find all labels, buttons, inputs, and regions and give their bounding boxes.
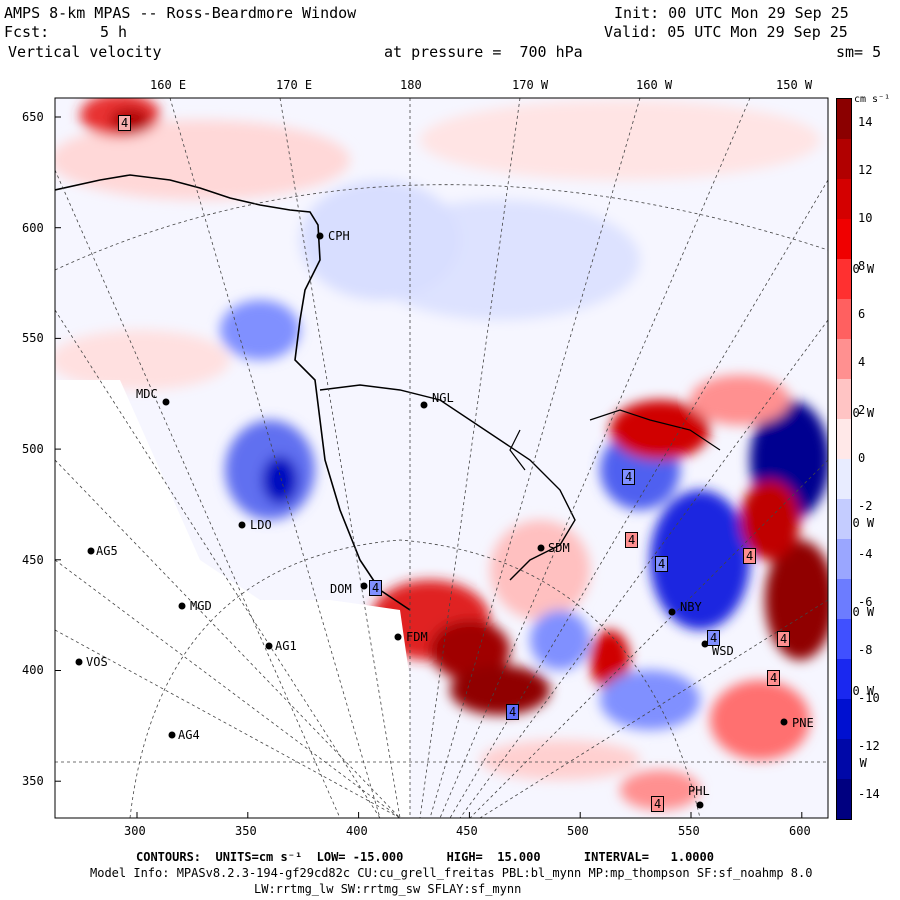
colorbar-ticks: 14 12 10 8 6 4 2 0 -2 -4 -6 -8 -10 -12 -14 <box>854 0 900 900</box>
colorbar-tick-label: 0 <box>858 451 866 465</box>
x-tick-label: 450 <box>456 824 478 838</box>
colorbar-swatch <box>837 659 851 699</box>
y-tick-label: 600 <box>22 221 44 235</box>
station-label: VOS <box>86 655 108 669</box>
lon-label-top: 160 W <box>636 78 673 92</box>
station-label: AG5 <box>96 544 118 558</box>
station-label: SDM <box>548 541 570 555</box>
colorbar-swatch <box>837 619 851 659</box>
smoothing-value: sm= 5 <box>836 43 882 61</box>
model-info: Model Info: MPASv8.2.3-194-gf29cd82c CU:… <box>90 866 813 880</box>
station-label: NBY <box>680 600 702 614</box>
field-name: Vertical velocity <box>8 43 162 61</box>
contour-label: 4 <box>707 630 721 646</box>
colorbar-swatch <box>837 779 851 819</box>
y-tick-label: 650 <box>22 110 44 124</box>
station-label: LDO <box>250 518 272 532</box>
station-label: AG4 <box>178 728 200 742</box>
y-tick-label: 450 <box>22 553 44 567</box>
contour-label: 4 <box>777 631 791 647</box>
colorbar-swatch <box>837 259 851 299</box>
velocity-field <box>55 98 828 818</box>
colorbar-tick-label: -10 <box>858 691 880 705</box>
x-tick-label: 500 <box>567 824 589 838</box>
station-label: DOM <box>330 582 352 596</box>
contour-label: 4 <box>743 548 757 564</box>
colorbar-tick-label: 8 <box>858 259 866 273</box>
contour-label: 4 <box>767 670 781 686</box>
map-title: AMPS 8-km MPAS -- Ross-Beardmore Window <box>4 4 357 22</box>
colorbar-swatch <box>837 179 851 219</box>
colorbar-swatch <box>837 459 851 499</box>
x-tick-label: 600 <box>789 824 811 838</box>
lon-label-top: 170 E <box>276 78 313 92</box>
valid-time: Valid: 05 UTC Mon 29 Sep 25 <box>604 23 848 41</box>
init-time: Init: 00 UTC Mon 29 Sep 25 <box>614 4 849 22</box>
colorbar-tick-label: 12 <box>858 163 873 177</box>
station-label: FDM <box>406 630 428 644</box>
colorbar-tick-label: -14 <box>858 787 880 801</box>
colorbar-tick-label: -4 <box>858 547 873 561</box>
contour-label: 4 <box>369 580 383 596</box>
contour-label: 4 <box>622 469 636 485</box>
station-label: NGL <box>432 391 454 405</box>
lon-label-top: 170 W <box>512 78 549 92</box>
colorbar-swatch <box>837 499 851 539</box>
station-label: AG1 <box>275 639 297 653</box>
station-label: MGD <box>190 599 212 613</box>
colorbar-tick-label: 2 <box>858 403 866 417</box>
forecast-label: Fcst: <box>4 23 50 41</box>
y-tick-label: 400 <box>22 663 44 677</box>
contour-label: 4 <box>655 556 669 572</box>
contour-label: 4 <box>651 796 665 812</box>
colorbar-swatch <box>837 699 851 739</box>
station-label: MDC <box>136 387 158 401</box>
colorbar-tick-label: 4 <box>858 355 866 369</box>
contours-info: CONTOURS: UNITS=cm s⁻¹ LOW= -15.000 HIGH… <box>136 850 714 864</box>
lon-label-top: 160 E <box>150 78 187 92</box>
colorbar-tick-label: -8 <box>858 643 873 657</box>
x-tick-label: 400 <box>346 824 368 838</box>
colorbar-swatch <box>837 419 851 459</box>
colorbar-swatch <box>837 539 851 579</box>
colorbar-tick-label: 14 <box>858 115 873 129</box>
colorbar-swatch <box>837 299 851 339</box>
colorbar-tick-label: -12 <box>858 739 880 753</box>
station-label: WSD <box>712 644 734 658</box>
y-tick-label: 350 <box>22 774 44 788</box>
station-label: CPH <box>328 229 350 243</box>
y-tick-label: 500 <box>22 442 44 456</box>
station-label: PHL <box>688 784 710 798</box>
colorbar-swatch <box>837 739 851 779</box>
colorbar-swatch <box>837 379 851 419</box>
x-tick-label: 350 <box>235 824 257 838</box>
lon-label-top: 150 W <box>776 78 813 92</box>
colorbar-tick-label: -2 <box>858 499 873 513</box>
contour-label: 4 <box>118 115 132 131</box>
colorbar-swatch <box>837 219 851 259</box>
colorbar-unit: cm s⁻¹ <box>854 94 891 105</box>
lon-label-top: 180 <box>400 78 422 92</box>
model-info-physics: LW:rrtmg_lw SW:rrtmg_sw SFLAY:sf_mynn <box>254 882 522 896</box>
contour-label: 4 <box>506 704 520 720</box>
station-label: PNE <box>792 716 814 730</box>
colorbar-tick-label: -6 <box>858 595 873 609</box>
colorbar <box>836 98 852 820</box>
y-tick-label: 550 <box>22 331 44 345</box>
x-tick-label: 300 <box>124 824 146 838</box>
colorbar-tick-label: 10 <box>858 211 873 225</box>
colorbar-tick-label: 6 <box>858 307 866 321</box>
colorbar-swatch <box>837 579 851 619</box>
colorbar-swatch <box>837 339 851 379</box>
forecast-hour: 5 h <box>100 23 128 41</box>
colorbar-swatch <box>837 139 851 179</box>
colorbar-swatch <box>837 99 851 139</box>
contour-label: 4 <box>625 532 639 548</box>
pressure-level: at pressure = 700 hPa <box>384 43 583 61</box>
x-tick-label: 550 <box>678 824 700 838</box>
